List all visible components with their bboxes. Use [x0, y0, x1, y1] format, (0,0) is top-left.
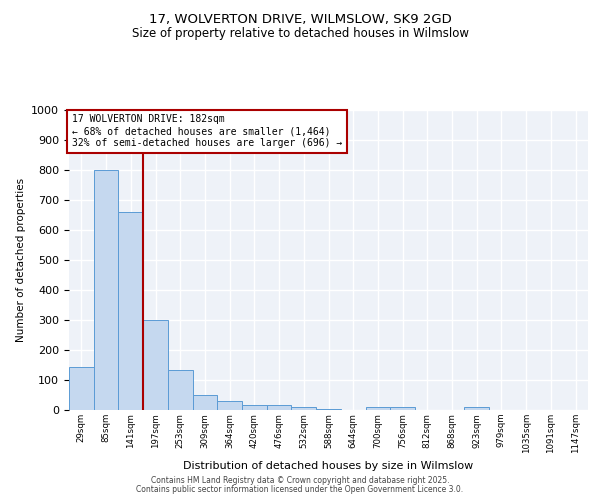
Bar — [292, 407, 316, 410]
Bar — [267, 404, 292, 410]
Bar — [217, 401, 242, 410]
Y-axis label: Number of detached properties: Number of detached properties — [16, 178, 26, 342]
Text: Contains public sector information licensed under the Open Government Licence 3.: Contains public sector information licen… — [136, 485, 464, 494]
Text: 17, WOLVERTON DRIVE, WILMSLOW, SK9 2GD: 17, WOLVERTON DRIVE, WILMSLOW, SK9 2GD — [149, 12, 451, 26]
Bar — [365, 407, 390, 410]
Bar — [242, 404, 267, 410]
Text: Size of property relative to detached houses in Wilmslow: Size of property relative to detached ho… — [131, 28, 469, 40]
Bar — [193, 395, 217, 410]
Bar — [390, 407, 415, 410]
Bar — [316, 408, 341, 410]
Bar — [94, 170, 118, 410]
Bar — [143, 320, 168, 410]
Bar — [118, 212, 143, 410]
Bar — [168, 370, 193, 410]
Text: 17 WOLVERTON DRIVE: 182sqm
← 68% of detached houses are smaller (1,464)
32% of s: 17 WOLVERTON DRIVE: 182sqm ← 68% of deta… — [71, 114, 342, 148]
X-axis label: Distribution of detached houses by size in Wilmslow: Distribution of detached houses by size … — [184, 462, 473, 471]
Bar — [69, 366, 94, 410]
Text: Contains HM Land Registry data © Crown copyright and database right 2025.: Contains HM Land Registry data © Crown c… — [151, 476, 449, 485]
Bar — [464, 407, 489, 410]
